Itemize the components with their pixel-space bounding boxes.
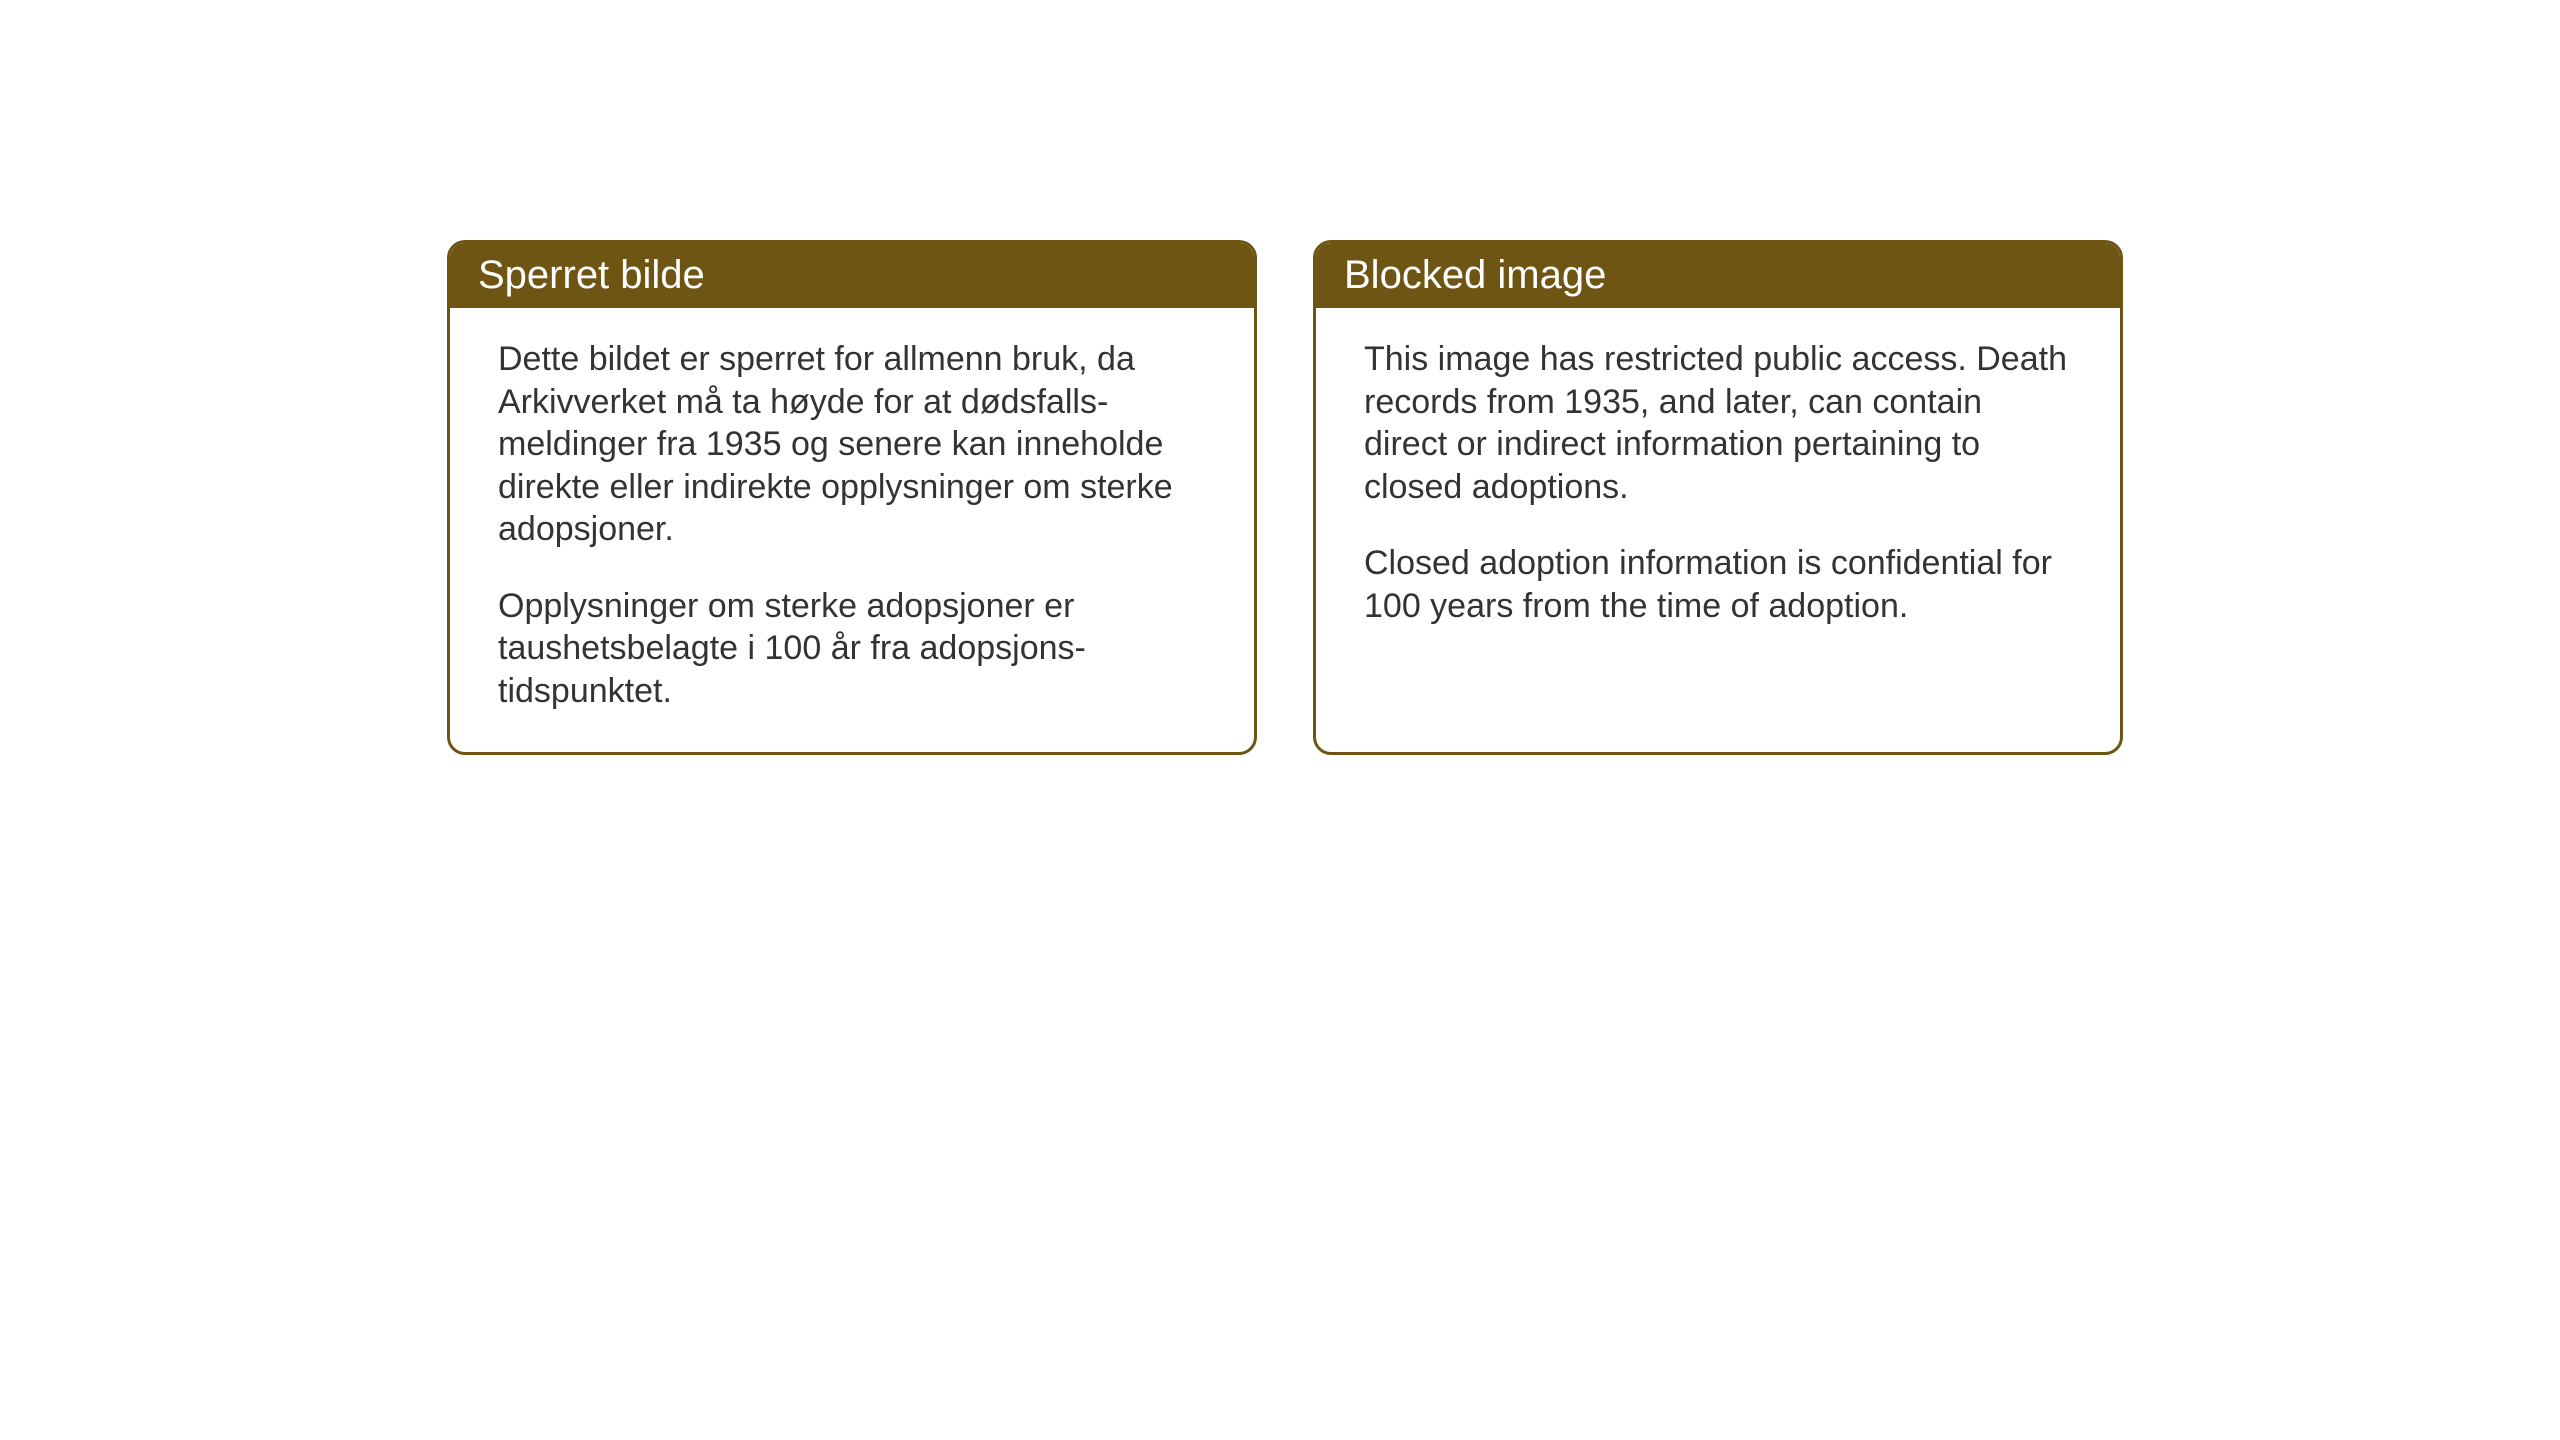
panel-body-english: This image has restricted public access.… — [1316, 308, 2120, 737]
panel-title-english: Blocked image — [1316, 243, 2120, 308]
notice-panels-container: Sperret bilde Dette bildet er sperret fo… — [447, 240, 2123, 755]
notice-paragraph: This image has restricted public access.… — [1364, 338, 2072, 508]
notice-panel-english: Blocked image This image has restricted … — [1313, 240, 2123, 755]
notice-paragraph: Closed adoption information is confident… — [1364, 542, 2072, 627]
notice-paragraph: Dette bildet er sperret for allmenn bruk… — [498, 338, 1206, 551]
notice-paragraph: Opplysninger om sterke adopsjoner er tau… — [498, 585, 1206, 713]
panel-body-norwegian: Dette bildet er sperret for allmenn bruk… — [450, 308, 1254, 752]
panel-title-norwegian: Sperret bilde — [450, 243, 1254, 308]
notice-panel-norwegian: Sperret bilde Dette bildet er sperret fo… — [447, 240, 1257, 755]
